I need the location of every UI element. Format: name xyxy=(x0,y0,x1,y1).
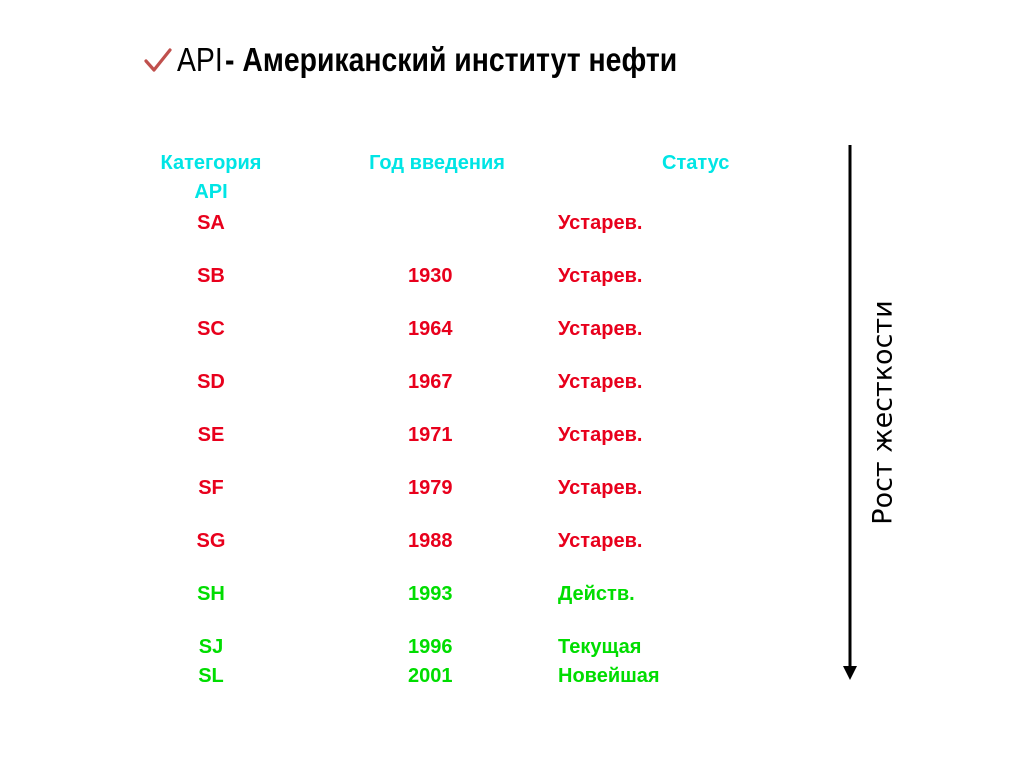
table-cell-category: SJ xyxy=(198,636,224,658)
slide-title: API - Американский институт нефти xyxy=(143,30,751,90)
table-cell-year: 1988 xyxy=(408,530,453,552)
table-cell-status: Устарев. xyxy=(558,212,643,234)
table-cell-category: SF xyxy=(198,477,224,499)
table-cell-status: Устарев. xyxy=(558,424,643,446)
table-cell-status: Устарев. xyxy=(558,265,643,287)
hardness-growth-text: Рост жесткости xyxy=(867,299,899,525)
table-cell-category: SD xyxy=(197,371,225,393)
title-text: - Американский институт нефти xyxy=(225,41,678,78)
table-cell-category: SE xyxy=(197,424,225,446)
table-cell-year: 1967 xyxy=(408,371,453,393)
checkmark-icon xyxy=(144,48,172,72)
table-cell-status: Устарев. xyxy=(558,318,643,340)
table-cell-category: SA xyxy=(197,212,225,234)
table-cell-category: SH xyxy=(197,583,225,605)
header-year: Год введения xyxy=(369,152,505,174)
table-cell-category: SL xyxy=(198,665,224,687)
table-cell-year: 2001 xyxy=(408,665,453,687)
table-cell-status: Текущая xyxy=(558,636,642,658)
table-cell-year: 1996 xyxy=(408,636,453,658)
title-abbr: API xyxy=(177,41,223,78)
table-cell-year: 1930 xyxy=(408,265,453,287)
table-cell-status: Устарев. xyxy=(558,371,643,393)
header-status: Статус xyxy=(662,152,730,174)
table-cell-category: SG xyxy=(196,530,226,552)
table-cell-year: 1979 xyxy=(408,477,453,499)
table-cell-category: SC xyxy=(197,318,225,340)
table-cell-status: Действ. xyxy=(558,583,635,605)
header-category-api: API xyxy=(194,181,228,203)
table-cell-status: Устарев. xyxy=(558,530,643,552)
hardness-growth-label: Рост жесткости xyxy=(858,297,908,527)
table-cell-year: 1993 xyxy=(408,583,453,605)
header-category: Категория xyxy=(160,152,262,174)
table-cell-category: SB xyxy=(197,265,225,287)
table-cell-status: Новейшая xyxy=(558,665,660,687)
down-arrow-icon xyxy=(843,145,857,680)
table-cell-year: 1971 xyxy=(408,424,453,446)
table-cell-status: Устарев. xyxy=(558,477,643,499)
table-cell-year: 1964 xyxy=(408,318,453,340)
